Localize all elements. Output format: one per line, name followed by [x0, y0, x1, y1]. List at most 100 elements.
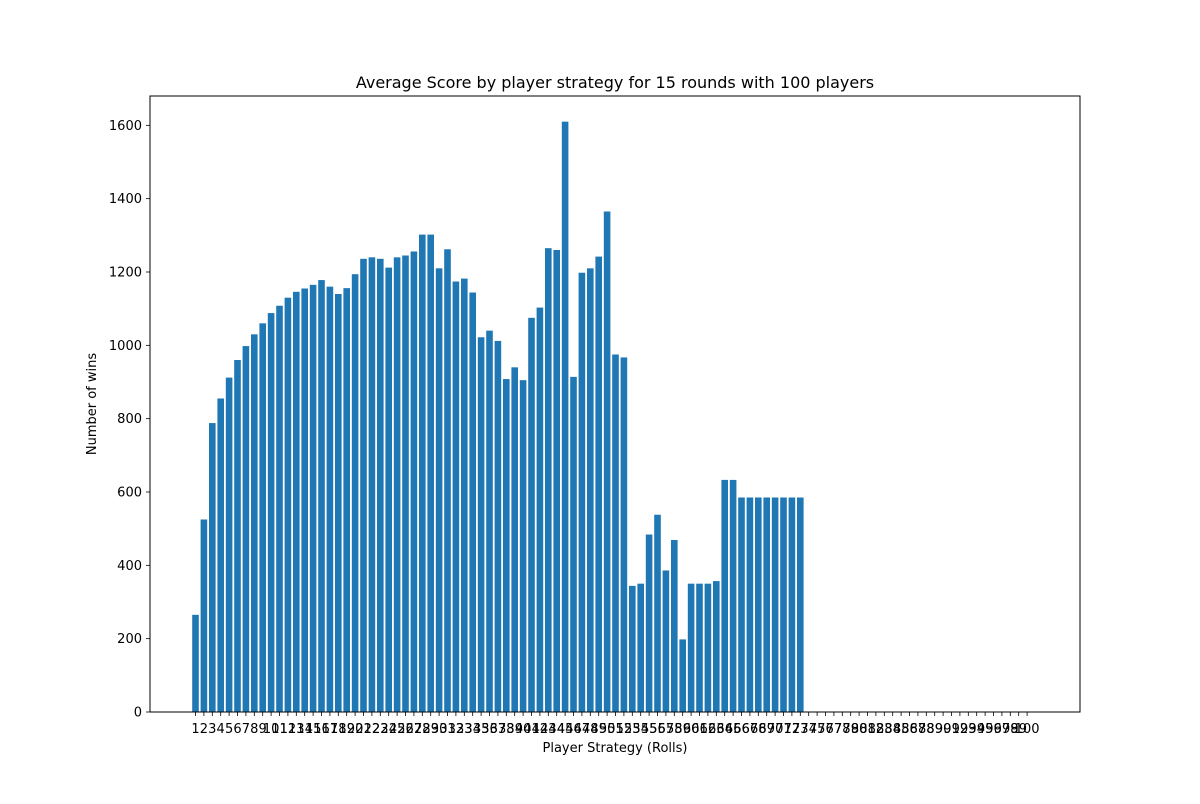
bar [713, 581, 720, 712]
x-tick-label: 35 [473, 722, 490, 737]
x-tick-label: 56 [649, 722, 666, 737]
x-tick-label: 84 [884, 722, 901, 737]
x-tick-label: 29 [422, 722, 439, 737]
bar [687, 583, 695, 712]
x-tick-label: 33 [456, 722, 473, 737]
x-tick-label: 34 [464, 722, 481, 737]
bar [444, 249, 451, 712]
bar [225, 377, 233, 712]
x-tick-label: 40 [515, 722, 532, 737]
x-tick-label: 20 [347, 722, 364, 737]
bar [536, 307, 544, 712]
x-tick-label: 75 [809, 722, 826, 737]
bar [629, 585, 636, 712]
bar [671, 540, 678, 712]
bar [637, 583, 644, 712]
x-tick-label: 88 [918, 722, 935, 737]
bar [360, 258, 367, 712]
x-tick-label: 46 [565, 722, 582, 737]
bar [603, 211, 611, 712]
bar [519, 380, 527, 712]
x-tick-label: 24 [380, 722, 397, 737]
x-tick-label: 65 [725, 722, 742, 737]
x-tick-label: 8 [250, 722, 258, 737]
x-tick-label: 15 [305, 722, 322, 737]
bar [595, 256, 602, 712]
x-tick-label: 59 [674, 722, 691, 737]
x-tick-label: 32 [448, 722, 465, 737]
bar [284, 297, 292, 712]
y-tick-label: 1400 [109, 192, 142, 207]
x-tick-label: 26 [397, 722, 414, 737]
x-tick-label: 71 [775, 722, 792, 737]
x-tick-label: 73 [792, 722, 809, 737]
bar [343, 288, 350, 712]
bar [200, 519, 208, 712]
y-tick-label: 800 [117, 412, 142, 427]
x-tick-label: 89 [926, 722, 943, 737]
x-tick-label: 70 [767, 722, 784, 737]
x-tick-label: 54 [632, 722, 649, 737]
y-axis-ticks: 0 200 400 600 800 1000 1200 1400 1600 [109, 119, 150, 721]
x-tick-label: 81 [859, 722, 876, 737]
bar [620, 357, 628, 712]
x-tick-label: 78 [834, 722, 851, 737]
bar [242, 346, 250, 712]
bar [645, 534, 653, 712]
bar [612, 354, 619, 712]
bar [578, 272, 586, 712]
bar [301, 288, 308, 712]
y-tick-label: 1600 [109, 119, 142, 134]
bar [393, 257, 401, 712]
x-tick-label: 14 [296, 722, 313, 737]
bar [318, 280, 325, 712]
bar [738, 497, 745, 712]
bar [259, 323, 266, 712]
x-tick-label: 39 [506, 722, 523, 737]
y-tick-label: 0 [134, 706, 142, 721]
x-axis-label: Player Strategy (Rolls) [543, 741, 688, 756]
bar [545, 248, 552, 713]
bar [503, 379, 510, 712]
bar [679, 639, 686, 712]
x-tick-label: 53 [624, 722, 641, 737]
x-tick-label: 7 [242, 722, 250, 737]
y-tick-label: 400 [117, 559, 142, 574]
x-tick-label: 52 [616, 722, 633, 737]
bar [452, 281, 460, 712]
x-tick-label: 13 [288, 722, 305, 737]
bar [410, 251, 418, 712]
x-tick-label: 66 [733, 722, 750, 737]
x-tick-label: 18 [330, 722, 347, 737]
x-tick-label: 96 [985, 722, 1002, 737]
x-tick-label: 31 [439, 722, 456, 737]
x-tick-label: 10 [263, 722, 280, 737]
x-tick-label: 100 [1015, 722, 1040, 737]
bar [234, 360, 241, 712]
x-tick-label: 69 [758, 722, 775, 737]
x-tick-label: 63 [708, 722, 725, 737]
bar [477, 337, 485, 712]
x-tick-label: 98 [1002, 722, 1019, 737]
bar [486, 330, 493, 712]
x-tick-label: 36 [481, 722, 498, 737]
bar [553, 250, 560, 712]
x-tick-label: 42 [532, 722, 549, 737]
x-tick-label: 16 [313, 722, 330, 737]
x-tick-label: 12 [280, 722, 297, 737]
x-tick-label: 68 [750, 722, 767, 737]
x-tick-label: 1 [191, 722, 199, 737]
bar [704, 583, 712, 712]
bar [746, 497, 754, 712]
x-tick-label: 38 [498, 722, 515, 737]
y-tick-label: 600 [117, 486, 142, 501]
chart-title: Average Score by player strategy for 15 … [356, 73, 874, 92]
bar [721, 479, 728, 712]
bar [494, 340, 502, 712]
bar [528, 317, 535, 712]
x-tick-label: 17 [322, 722, 339, 737]
bar [763, 497, 770, 712]
bar [788, 497, 796, 712]
